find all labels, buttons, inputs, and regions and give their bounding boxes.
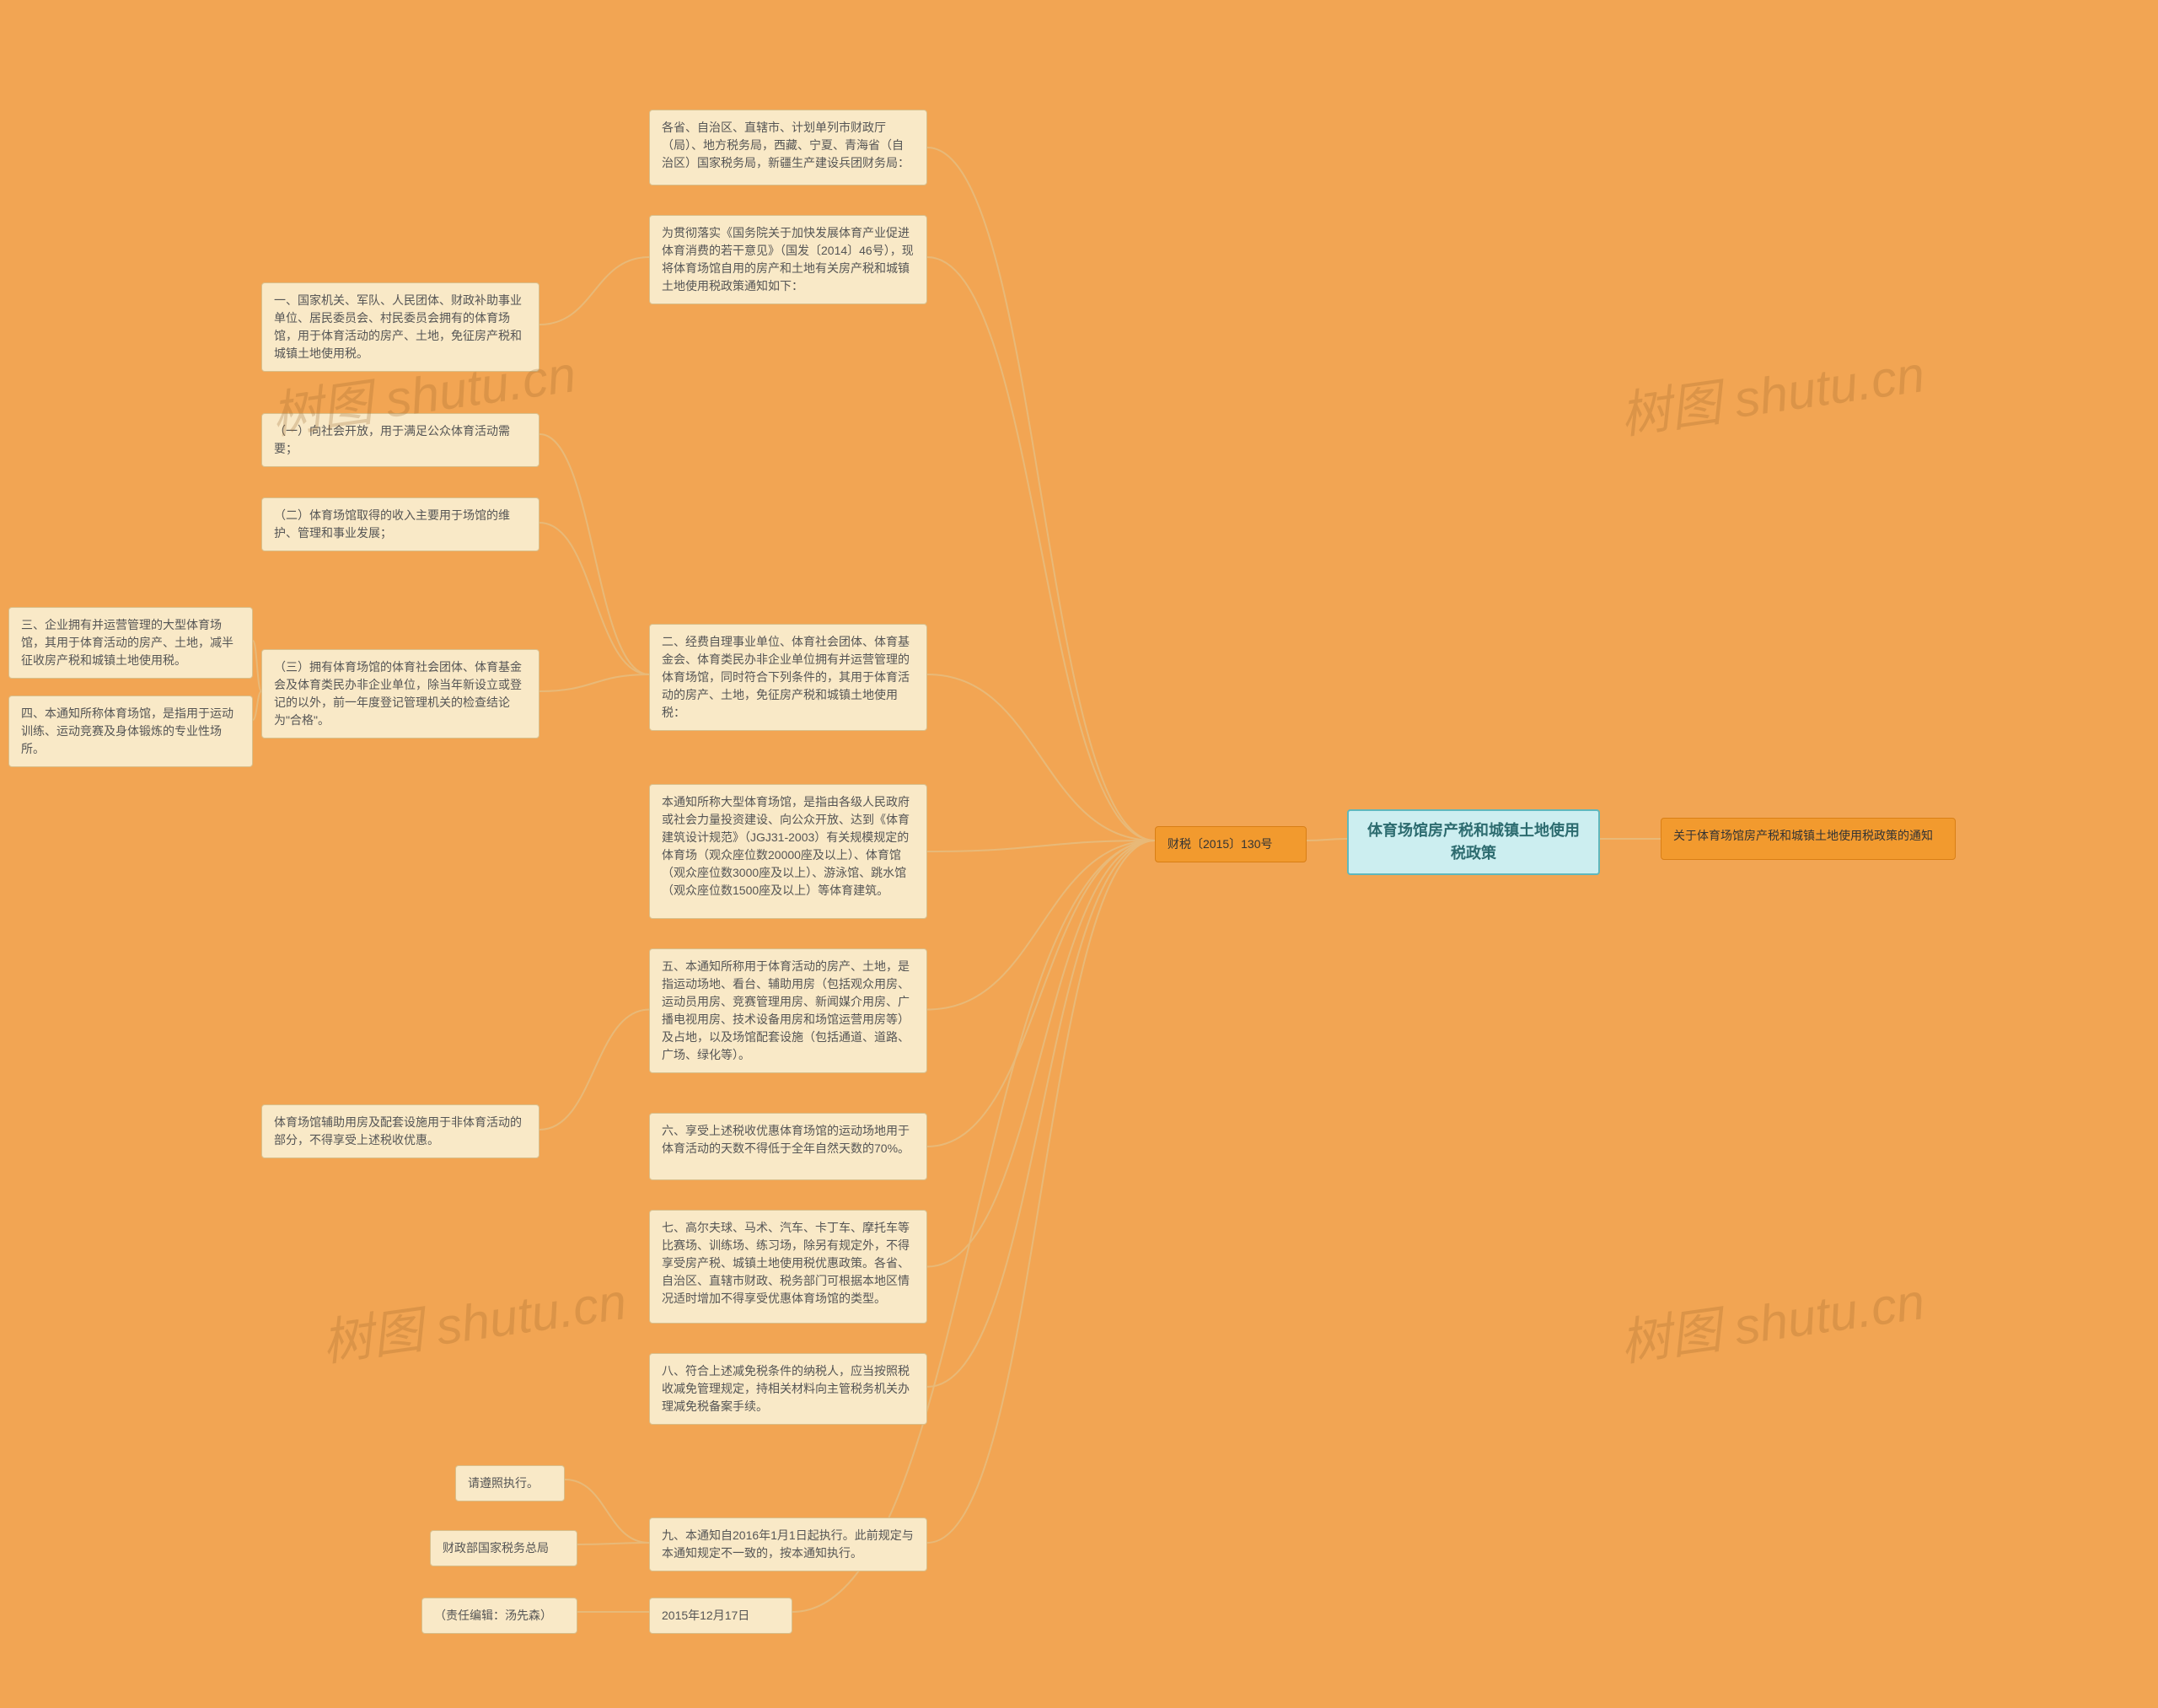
edge bbox=[927, 841, 1155, 1387]
edge bbox=[1307, 839, 1347, 841]
edge bbox=[565, 1480, 649, 1543]
edge bbox=[927, 841, 1155, 851]
edge bbox=[927, 257, 1155, 841]
node-c6: 请遵照执行。 bbox=[455, 1465, 565, 1501]
node-p4: 本通知所称大型体育场馆，是指由各级人民政府或社会力量投资建设、向公众开放、达到《… bbox=[649, 784, 927, 919]
node-p1: 各省、自治区、直辖市、计划单列市财政厅（局）、地方税务局，西藏、宁夏、青海省（自… bbox=[649, 110, 927, 185]
node-p6: 六、享受上述税收优惠体育场馆的运动场地用于体育活动的天数不得低于全年自然天数的7… bbox=[649, 1113, 927, 1180]
edge bbox=[540, 523, 649, 674]
edge bbox=[927, 674, 1155, 841]
node-p3: 二、经费自理事业单位、体育社会团体、体育基金会、体育类民办非企业单位拥有并运营管… bbox=[649, 624, 927, 731]
edge bbox=[540, 674, 649, 691]
watermark: 树图 shutu.cn bbox=[317, 1260, 631, 1376]
node-p7: 七、高尔夫球、马术、汽车、卡丁车、摩托车等比赛场、训练场、练习场，除另有规定外，… bbox=[649, 1210, 927, 1324]
node-p9: 九、本通知自2016年1月1日起执行。此前规定与本通知规定不一致的，按本通知执行… bbox=[649, 1517, 927, 1571]
node-c1: 一、国家机关、军队、人民团体、财政补助事业单位、居民委员会、村民委员会拥有的体育… bbox=[261, 282, 540, 372]
edge bbox=[577, 1543, 649, 1544]
edge bbox=[927, 148, 1155, 841]
edge bbox=[253, 641, 261, 691]
node-d2: 四、本通知所称体育场馆，是指用于运动训练、运动竞赛及身体锻炼的专业性场所。 bbox=[8, 696, 253, 767]
node-p2: 为贯彻落实《国务院关于加快发展体育产业促进体育消费的若干意见》（国发〔2014〕… bbox=[649, 215, 927, 304]
node-p8: 八、符合上述减免税条件的纳税人，应当按照税收减免管理规定，持相关材料向主管税务机… bbox=[649, 1353, 927, 1425]
node-left1: 财税〔2015〕130号 bbox=[1155, 826, 1307, 862]
node-root: 体育场馆房产税和城镇土地使用税政策 bbox=[1347, 809, 1600, 875]
node-c8: （责任编辑：汤先森） bbox=[421, 1598, 577, 1634]
edge bbox=[540, 257, 649, 325]
edge bbox=[927, 841, 1155, 1147]
edge bbox=[927, 841, 1155, 1267]
node-c5: 体育场馆辅助用房及配套设施用于非体育活动的部分，不得享受上述税收优惠。 bbox=[261, 1104, 540, 1158]
edge bbox=[540, 434, 649, 674]
node-right1: 关于体育场馆房产税和城镇土地使用税政策的通知 bbox=[1661, 818, 1956, 860]
node-p5: 五、本通知所称用于体育活动的房产、土地，是指运动场地、看台、辅助用房（包括观众用… bbox=[649, 948, 927, 1073]
node-c3: （二）体育场馆取得的收入主要用于场馆的维护、管理和事业发展； bbox=[261, 497, 540, 551]
edge bbox=[927, 841, 1155, 1543]
edge bbox=[927, 841, 1155, 1010]
node-c4: （三）拥有体育场馆的体育社会团体、体育基金会及体育类民办非企业单位，除当年新设立… bbox=[261, 649, 540, 739]
node-d1: 三、企业拥有并运营管理的大型体育场馆，其用于体育活动的房产、土地，减半征收房产税… bbox=[8, 607, 253, 679]
node-c2: （一）向社会开放，用于满足公众体育活动需要； bbox=[261, 413, 540, 467]
node-c7: 财政部国家税务总局 bbox=[430, 1530, 577, 1566]
node-p10: 2015年12月17日 bbox=[649, 1598, 792, 1634]
edge bbox=[540, 1010, 649, 1131]
watermark: 树图 shutu.cn bbox=[1615, 1260, 1929, 1376]
edge bbox=[253, 691, 261, 720]
watermark: 树图 shutu.cn bbox=[1615, 333, 1929, 448]
